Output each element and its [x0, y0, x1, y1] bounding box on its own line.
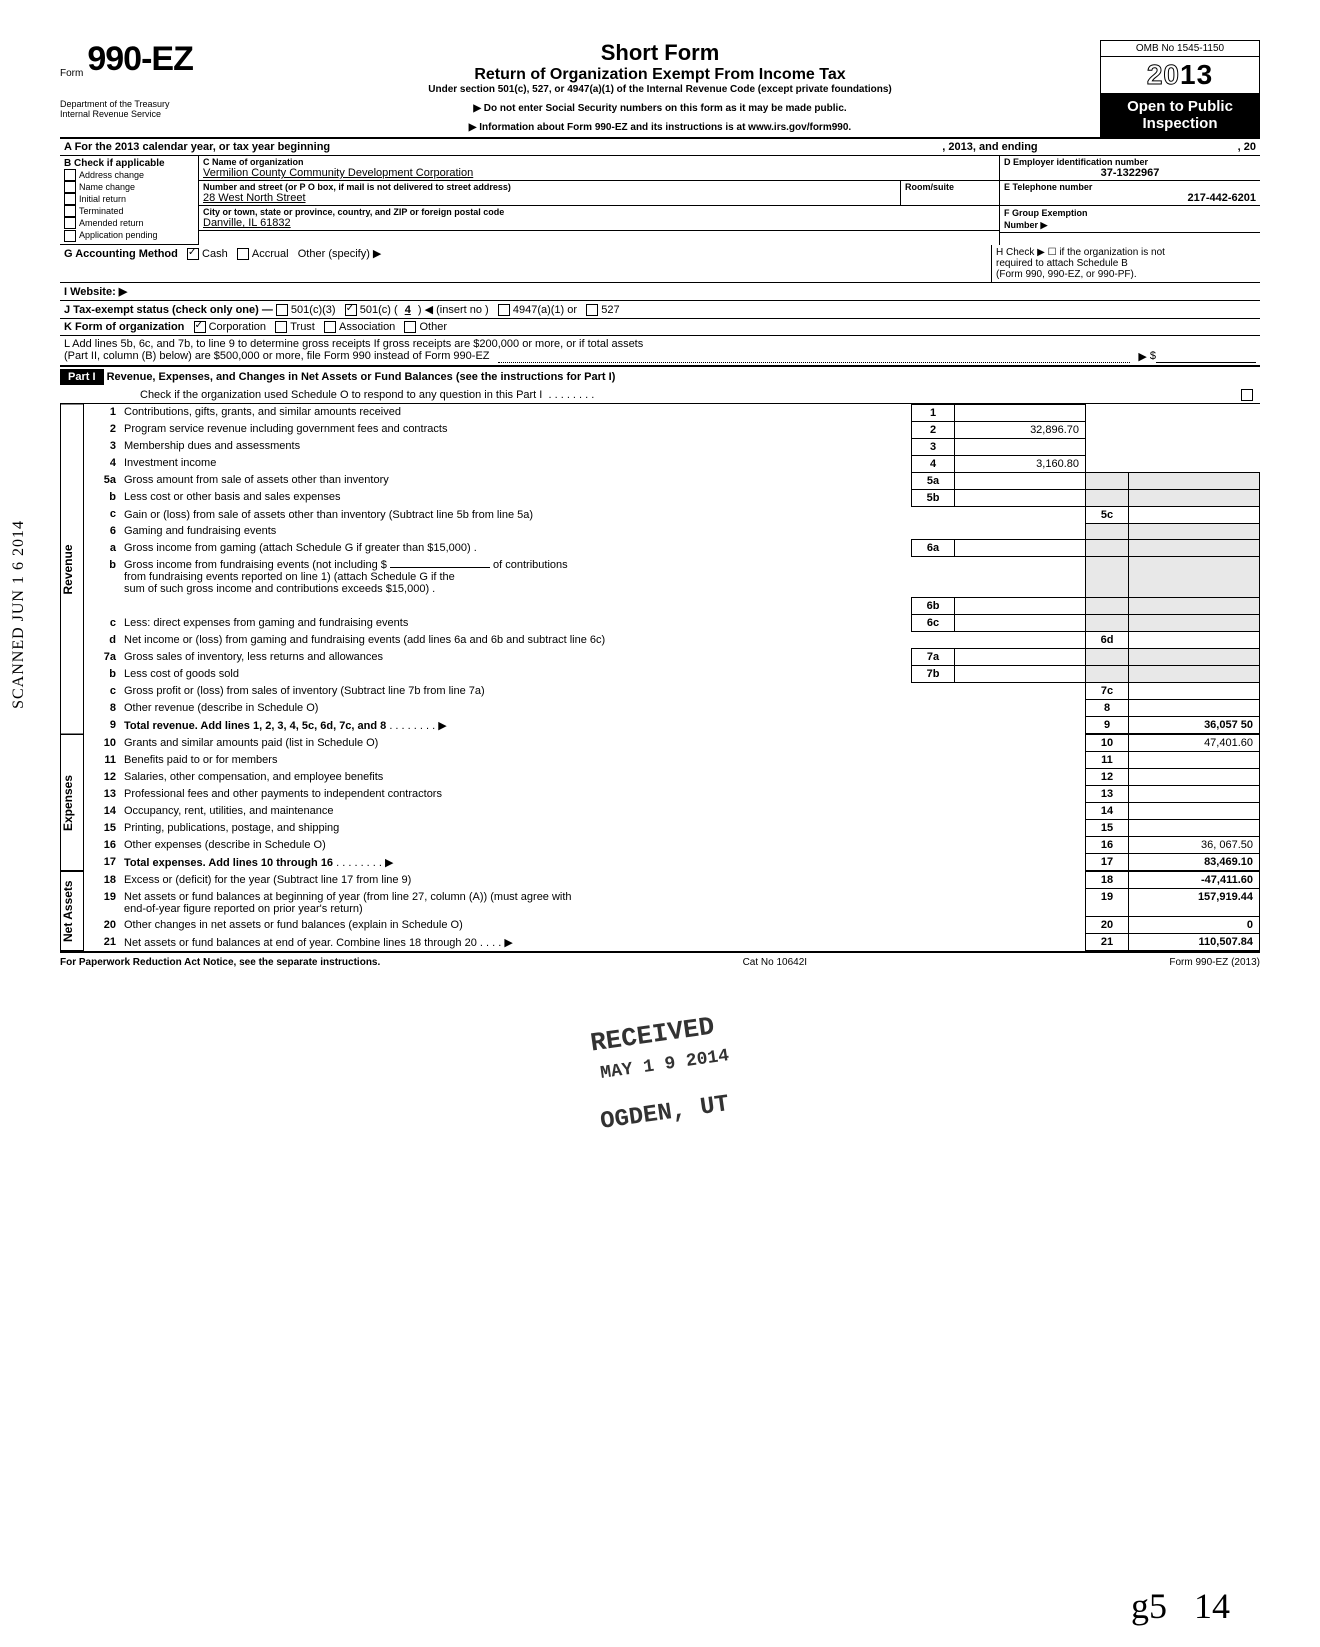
line-L: L Add lines 5b, 6c, and 7b, to line 9 to… — [60, 336, 1260, 367]
line-5c: cGain or (loss) from sale of assets othe… — [84, 506, 1260, 523]
form-prefix: Form — [60, 68, 83, 79]
line-3: 3Membership dues and assessments3 — [84, 438, 1260, 455]
phone: 217-442-6201 — [1004, 192, 1256, 204]
dept-treasury: Department of the Treasury — [60, 99, 220, 109]
section-C: C Name of organization Vermilion County … — [199, 156, 999, 245]
org-name: Vermilion County Community Development C… — [203, 167, 995, 179]
title-main: Short Form — [230, 40, 1090, 66]
line-21: 21Net assets or fund balances at end of … — [84, 934, 1260, 951]
line-20: 20Other changes in net assets or fund ba… — [84, 917, 1260, 934]
chk-cash[interactable] — [187, 248, 199, 260]
section-B: B Check if applicable Address change Nam… — [60, 156, 199, 245]
expenses-section: Expenses 10Grants and similar amounts pa… — [60, 734, 1260, 871]
line-11: 11Benefits paid to or for members11 — [84, 752, 1260, 769]
scanned-stamp: SCANNED JUN 1 6 2014 — [10, 520, 28, 709]
revenue-label: Revenue — [60, 404, 84, 735]
tax-year: 2013 — [1100, 57, 1260, 94]
org-street: 28 West North Street — [203, 192, 896, 204]
line-16: 16Other expenses (describe in Schedule O… — [84, 837, 1260, 854]
chk-address-change[interactable] — [64, 169, 76, 181]
org-city: Danville, IL 61832 — [203, 217, 995, 229]
part1-check-line: Check if the organization used Schedule … — [60, 387, 1260, 404]
header-block: B Check if applicable Address change Nam… — [60, 156, 1260, 245]
chk-other[interactable] — [404, 321, 416, 333]
arrow-2: ▶ Information about Form 990-EZ and its … — [230, 122, 1090, 133]
chk-terminated[interactable] — [64, 205, 76, 217]
line-15: 15Printing, publications, postage, and s… — [84, 820, 1260, 837]
chk-501c3[interactable] — [276, 304, 288, 316]
margin-note: g5 14 — [1131, 1585, 1230, 1627]
chk-schedule-o[interactable] — [1241, 389, 1253, 401]
chk-501c[interactable] — [345, 304, 357, 316]
chk-527[interactable] — [586, 304, 598, 316]
line-5b: bLess cost or other basis and sales expe… — [84, 489, 1260, 506]
form-number: Form 990-EZ — [60, 40, 220, 79]
page-footer: For Paperwork Reduction Act Notice, see … — [60, 957, 1260, 968]
ein: 37-1322967 — [1004, 167, 1256, 179]
H-line1: H Check ▶ ☐ if the organization is not — [996, 247, 1256, 258]
line-A: A For the 2013 calendar year, or tax yea… — [60, 139, 1260, 156]
chk-initial-return[interactable] — [64, 193, 76, 205]
line-19: 19 Net assets or fund balances at beginn… — [84, 889, 1260, 917]
omb-number: OMB No 1545-1150 — [1100, 40, 1260, 57]
arrow-1: ▶ Do not enter Social Security numbers o… — [230, 103, 1090, 114]
line-K: K Form of organization Corporation Trust… — [60, 319, 1260, 336]
revenue-section: Revenue 1Contributions, gifts, grants, a… — [60, 404, 1260, 735]
line-6a: aGross income from gaming (attach Schedu… — [84, 540, 1260, 557]
line-14: 14Occupancy, rent, utilities, and mainte… — [84, 803, 1260, 820]
line-7b: bLess cost of goods sold7b — [84, 666, 1260, 683]
chk-trust[interactable] — [275, 321, 287, 333]
form-header: Form 990-EZ Department of the Treasury I… — [60, 40, 1260, 137]
line-7a: 7aGross sales of inventory, less returns… — [84, 649, 1260, 666]
line-9: 9Total revenue. Add lines 1, 2, 3, 4, 5c… — [84, 717, 1260, 734]
line-6b-box: 6b — [84, 598, 1260, 615]
line-G-H: G Accounting Method Cash Accrual Other (… — [60, 245, 1260, 283]
dept-irs: Internal Revenue Service — [60, 109, 220, 119]
title-sub: Return of Organization Exempt From Incom… — [230, 66, 1090, 84]
H-line2: required to attach Schedule B — [996, 258, 1256, 269]
chk-amended-return[interactable] — [64, 217, 76, 229]
chk-corporation[interactable] — [194, 321, 206, 333]
chk-association[interactable] — [324, 321, 336, 333]
line-6d: dNet income or (loss) from gaming and fu… — [84, 632, 1260, 649]
line-1: 1Contributions, gifts, grants, and simil… — [84, 404, 1260, 421]
net-assets-label: Net Assets — [60, 871, 84, 951]
open-to-public: Open to Public Inspection — [1100, 94, 1260, 137]
line-6b: b Gross income from fundraising events (… — [84, 557, 1260, 598]
right-header: OMB No 1545-1150 2013 Open to Public Ins… — [1100, 40, 1260, 137]
chk-name-change[interactable] — [64, 181, 76, 193]
H-line3: (Form 990, 990-EZ, or 990-PF). — [996, 269, 1256, 280]
line-12: 12Salaries, other compensation, and empl… — [84, 769, 1260, 786]
line-8: 8Other revenue (describe in Schedule O)8 — [84, 700, 1260, 717]
line-10: 10Grants and similar amounts paid (list … — [84, 735, 1260, 752]
line-7c: cGross profit or (loss) from sales of in… — [84, 683, 1260, 700]
part1-header: Part I Revenue, Expenses, and Changes in… — [60, 367, 1260, 387]
line-17: 17Total expenses. Add lines 10 through 1… — [84, 854, 1260, 871]
chk-4947[interactable] — [498, 304, 510, 316]
chk-application-pending[interactable] — [64, 230, 76, 242]
line-I: I Website: ▶ — [60, 283, 1260, 301]
line-6c: cLess: direct expenses from gaming and f… — [84, 615, 1260, 632]
section-DEF: D Employer identification number 37-1322… — [999, 156, 1260, 245]
expenses-label: Expenses — [60, 734, 84, 871]
line-4: 4Investment income43,160.80 — [84, 455, 1260, 472]
line-13: 13Professional fees and other payments t… — [84, 786, 1260, 803]
line-6: 6Gaming and fundraising events — [84, 523, 1260, 540]
ogden-stamp: OGDEN, UT — [599, 1091, 731, 1136]
line-5a: 5aGross amount from sale of assets other… — [84, 472, 1260, 489]
title-under: Under section 501(c), 527, or 4947(a)(1)… — [230, 84, 1090, 95]
line-J: J Tax-exempt status (check only one) — 5… — [60, 301, 1260, 319]
line-2: 2Program service revenue including gover… — [84, 421, 1260, 438]
title-block: Short Form Return of Organization Exempt… — [220, 40, 1100, 133]
chk-accrual[interactable] — [237, 248, 249, 260]
net-assets-section: Net Assets 18Excess or (deficit) for the… — [60, 871, 1260, 951]
form-number-big: 990-EZ — [87, 40, 193, 79]
line-18: 18Excess or (deficit) for the year (Subt… — [84, 872, 1260, 889]
